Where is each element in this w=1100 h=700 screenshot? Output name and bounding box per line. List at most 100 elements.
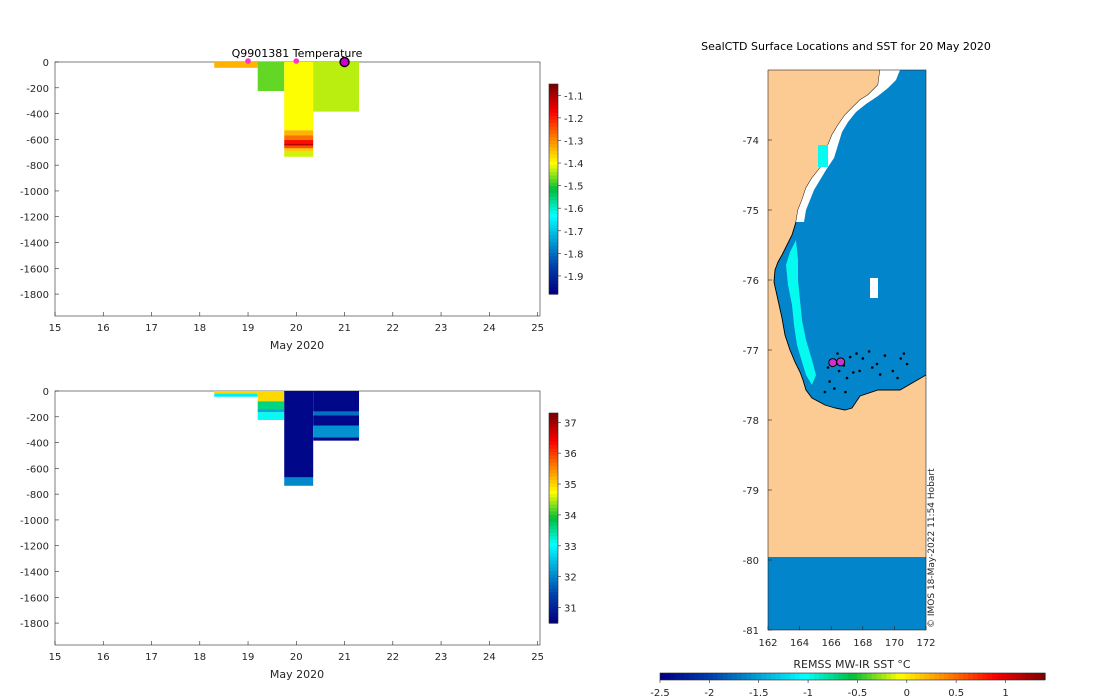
t-profile-2-segment-2 — [284, 135, 314, 141]
sst-colorbar-tick-label: -0.5 — [848, 688, 868, 699]
t-colorbar-step — [549, 217, 558, 222]
track-point — [896, 376, 899, 380]
sst-colorbar-step — [847, 673, 854, 680]
sst-colorbar-step — [862, 673, 868, 680]
t-colorbar-label: -1.2 — [564, 114, 584, 125]
t-profile-2-segment-6 — [284, 148, 314, 151]
track-point — [828, 380, 831, 383]
sst-colorbar-step — [919, 673, 926, 680]
sst-colorbar-step — [828, 673, 834, 680]
track-point — [867, 350, 871, 353]
t-colorbar-step — [549, 164, 558, 169]
s-colorbar-step — [549, 560, 558, 565]
t-colorbar-label: -1.9 — [564, 272, 584, 283]
sst-colorbar-step — [939, 673, 945, 680]
s-colorbar-step — [549, 493, 558, 498]
t-ytick-label: -1000 — [20, 187, 49, 198]
s-xtick-label: 23 — [435, 652, 448, 663]
sst-colorbar-tick-label: 1 — [1002, 688, 1008, 699]
s-ytick-label: -600 — [26, 464, 49, 475]
recent-location-marker — [828, 358, 838, 368]
s-colorbar-label: 37 — [564, 418, 577, 429]
sst-colorbar-step — [857, 673, 863, 680]
s-ytick-label: -1400 — [20, 568, 49, 579]
sst-colorbar-label: REMSS MW-IR SST °C — [793, 658, 911, 671]
s-colorbar-step — [549, 619, 558, 624]
s-xtick-label: 21 — [338, 652, 351, 663]
nearshore-sst-strip — [786, 240, 816, 385]
t-colorbar-step — [549, 147, 558, 152]
s-colorbar-step — [549, 532, 558, 537]
t-profile-2-segment-5 — [284, 145, 314, 149]
s-colorbar-step — [549, 595, 558, 600]
s-profile-1-segment-1 — [257, 401, 285, 410]
s-ytick-label: -1600 — [20, 593, 49, 604]
track-point — [844, 390, 847, 394]
s-colorbar-label: 34 — [564, 511, 577, 522]
t-colorbar-label: -1.3 — [564, 136, 584, 147]
s-colorbar-step — [549, 469, 558, 474]
t-colorbar-step — [549, 224, 558, 229]
salinity-profiles — [214, 391, 360, 486]
t-ytick-label: -400 — [26, 110, 49, 121]
t-colorbar-step — [549, 213, 558, 218]
t-profile-2-segment-1 — [284, 130, 314, 136]
s-profile-3-segment-0 — [313, 391, 360, 412]
t-colorbar-step — [549, 206, 558, 211]
t-colorbar-step — [549, 178, 558, 183]
s-colorbar-step — [549, 430, 558, 435]
sst-colorbar-step — [674, 673, 680, 680]
sst-colorbar-step — [905, 673, 911, 680]
s-colorbar-step — [549, 504, 558, 509]
sst-colorbar-step — [737, 673, 743, 680]
t-profile-0-segment-0 — [214, 62, 258, 68]
sst-colorbar-step — [732, 673, 738, 680]
s-ytick-label: -1200 — [20, 542, 49, 553]
s-ytick-label: -800 — [26, 490, 49, 501]
nearshore-sst-patch — [818, 145, 828, 167]
sst-colorbar-step — [891, 673, 897, 680]
s-colorbar-step — [549, 420, 558, 425]
map-ytick-label: -79 — [743, 486, 759, 497]
sst-colorbar-step — [664, 673, 671, 680]
t-colorbar-step — [549, 143, 558, 148]
s-colorbar-step — [549, 525, 558, 530]
s-colorbar-step — [549, 535, 558, 540]
t-colorbar-step — [549, 227, 558, 232]
s-ytick-label: 0 — [43, 387, 49, 398]
t-colorbar-step — [549, 91, 558, 96]
track-point — [836, 352, 839, 355]
s-colorbar-frame — [548, 412, 559, 624]
t-colorbar-step — [549, 234, 558, 239]
sst-colorbar-step — [684, 673, 690, 680]
track-point — [891, 369, 895, 373]
s-colorbar-step — [549, 514, 558, 519]
sst-colorbar-step — [761, 673, 767, 680]
s-colorbar-step — [549, 507, 558, 512]
sst-colorbar-step — [982, 673, 988, 680]
s-xtick-label: 18 — [193, 652, 206, 663]
t-colorbar-step — [549, 122, 558, 127]
s-colorbar-step — [549, 511, 558, 516]
map-xtick-label: 166 — [822, 638, 841, 649]
t-colorbar-step — [549, 210, 558, 215]
t-profile-2-segment-0 — [284, 62, 314, 131]
t-profile-3-segment-0 — [313, 62, 360, 112]
s-colorbar-step — [549, 434, 558, 439]
t-colorbar-step — [549, 192, 558, 197]
t-xtick-label: 15 — [49, 323, 62, 334]
sst-colorbar-step — [1035, 673, 1041, 680]
t-profile-2-segment-3 — [284, 140, 314, 144]
t-xtick-label: 23 — [435, 323, 448, 334]
map-xtick-label: 164 — [790, 638, 809, 649]
track-point — [870, 366, 874, 369]
sst-colorbar-step — [987, 673, 993, 680]
t-ytick-label: -1600 — [20, 264, 49, 275]
s-ytick-label: -1000 — [20, 516, 49, 527]
s-ytick-label: -200 — [26, 413, 49, 424]
t-xtick-label: 22 — [386, 323, 399, 334]
sst-colorbar-step — [741, 673, 748, 680]
track-point — [875, 362, 879, 366]
t-colorbar-step — [549, 150, 558, 155]
